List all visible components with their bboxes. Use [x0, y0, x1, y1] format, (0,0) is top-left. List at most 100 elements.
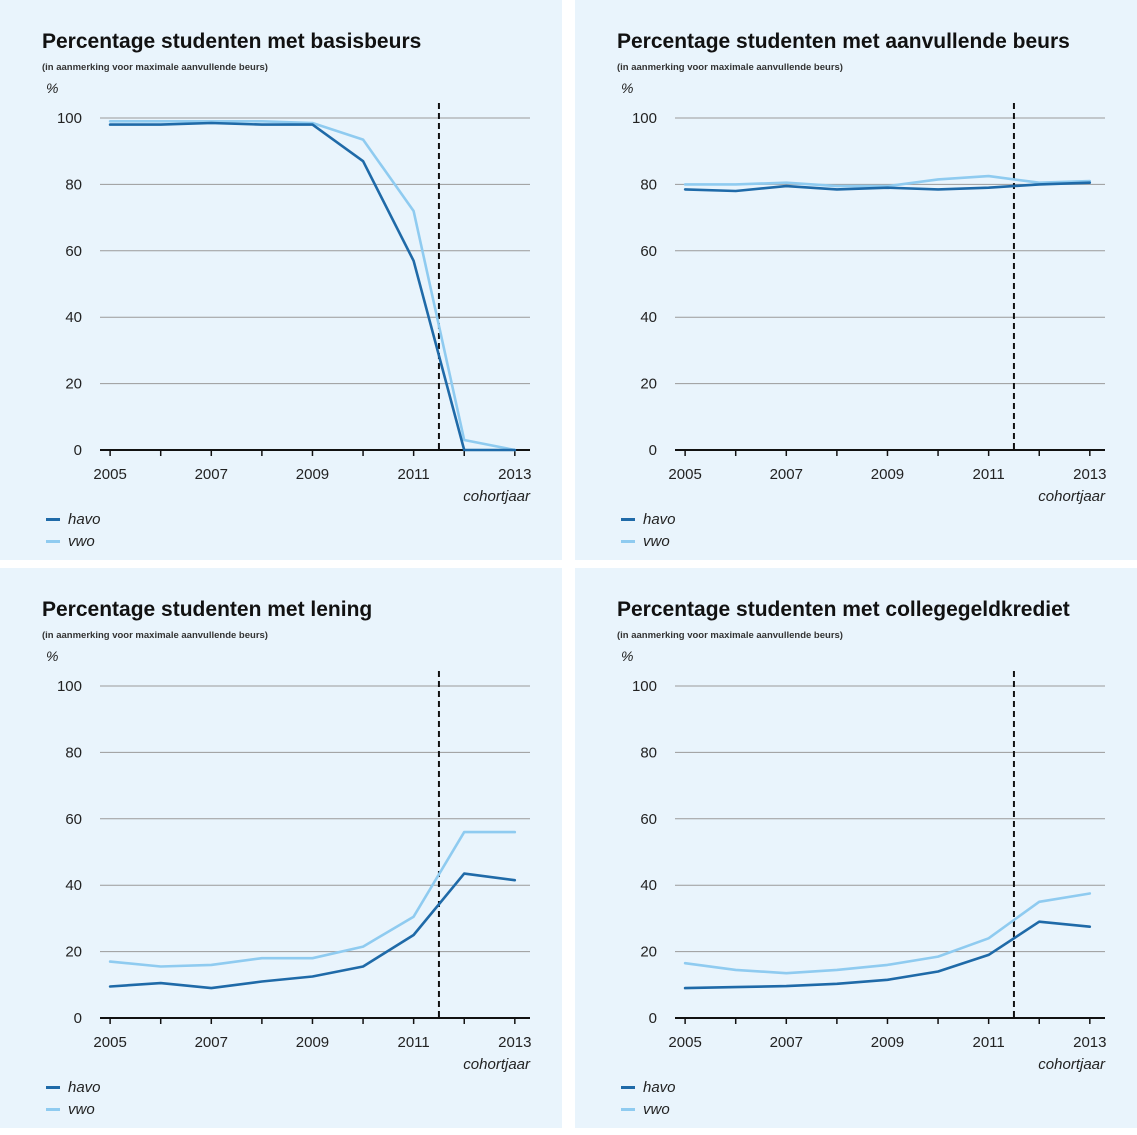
legend-item-havo: havo	[621, 1076, 676, 1098]
y-axis-unit: %	[46, 80, 58, 96]
y-tick-label: 60	[65, 811, 82, 828]
x-tick-label: 2009	[296, 466, 329, 483]
y-tick-label: 0	[74, 442, 82, 459]
x-tick-label: 2011	[398, 1034, 430, 1051]
x-axis-label: cohortjaar	[463, 1056, 531, 1073]
legend-label-havo: havo	[68, 1078, 101, 1096]
y-tick-label: 60	[640, 243, 657, 260]
line-chart: 0 20 40 60 80 100% 2005 2007 2009 2011 2013 cohortj…	[621, 80, 1107, 505]
y-tick-label: 80	[65, 744, 82, 761]
legend-item-vwo: vwo	[621, 1098, 676, 1120]
series-line-havo	[108, 121, 517, 452]
x-axis-label: cohortjaar	[463, 488, 531, 505]
legend-item-havo: havo	[46, 508, 101, 530]
x-tick-label: 2007	[195, 1034, 228, 1051]
legend-swatch-havo	[621, 1085, 635, 1089]
x-tick-label: 2007	[770, 466, 803, 483]
legend-swatch-vwo	[46, 539, 60, 543]
chart-title: Percentage studenten met aanvullende beu…	[617, 30, 1070, 53]
legend-swatch-havo	[46, 517, 60, 521]
chart-panel-basisbeurs: Percentage studenten met basisbeurs (in …	[0, 0, 562, 560]
y-tick-label: 0	[649, 1010, 657, 1027]
x-tick-label: 2007	[770, 1034, 803, 1051]
series-line-vwo	[108, 830, 517, 968]
legend-label-havo: havo	[643, 1078, 676, 1096]
chart-title: Percentage studenten met basisbeurs	[42, 30, 422, 53]
y-tick-label: 20	[65, 944, 82, 961]
line-chart: 0 20 40 60 80 100% 2005 2007 2009 2011 2013 cohortj…	[46, 648, 532, 1073]
y-tick-label: 100	[57, 110, 82, 127]
legend-label-havo: havo	[68, 510, 101, 528]
y-tick-label: 20	[640, 944, 657, 961]
legend: havo vwo	[46, 1076, 101, 1120]
legend-swatch-vwo	[621, 539, 635, 543]
x-tick-label: 2011	[398, 466, 430, 483]
y-axis-unit: %	[621, 80, 633, 96]
x-tick-label: 2013	[498, 1034, 531, 1051]
legend-swatch-havo	[621, 517, 635, 521]
legend-item-vwo: vwo	[46, 530, 101, 552]
chart-title: Percentage studenten met lening	[42, 598, 373, 621]
x-tick-label: 2005	[93, 466, 126, 483]
y-tick-label: 80	[640, 176, 657, 193]
y-tick-label: 20	[640, 376, 657, 393]
x-tick-label: 2005	[93, 1034, 126, 1051]
x-tick-label: 2013	[1073, 466, 1106, 483]
series-line-havo	[683, 920, 1092, 990]
y-tick-label: 100	[632, 110, 657, 127]
legend-item-vwo: vwo	[46, 1098, 101, 1120]
y-tick-label: 80	[65, 176, 82, 193]
x-axis-label: cohortjaar	[1038, 1056, 1106, 1073]
x-axis-label: cohortjaar	[1038, 488, 1106, 505]
x-tick-label: 2005	[668, 466, 701, 483]
x-tick-label: 2011	[973, 1034, 1005, 1051]
legend-label-vwo: vwo	[68, 1100, 95, 1118]
legend: havo vwo	[621, 1076, 676, 1120]
legend: havo vwo	[46, 508, 101, 552]
series-line-havo	[683, 181, 1092, 193]
y-tick-label: 20	[65, 376, 82, 393]
chart-subtitle: (in aanmerking voor maximale aanvullende…	[617, 62, 843, 73]
x-tick-label: 2005	[668, 1034, 701, 1051]
chart-panel-collegegeldkrediet: Percentage studenten met collegegeldkred…	[575, 568, 1137, 1128]
line-chart: 0 20 40 60 80 100% 2005 2007 2009 2011 2013 cohortj…	[621, 648, 1107, 1073]
chart-title: Percentage studenten met collegegeldkred…	[617, 598, 1070, 621]
x-tick-label: 2009	[296, 1034, 329, 1051]
legend-label-havo: havo	[643, 510, 676, 528]
x-tick-label: 2013	[1073, 1034, 1106, 1051]
y-tick-label: 60	[640, 811, 657, 828]
legend-item-havo: havo	[621, 508, 676, 530]
legend-label-vwo: vwo	[643, 1100, 670, 1118]
series-line-vwo	[683, 892, 1092, 975]
y-tick-label: 60	[65, 243, 82, 260]
chart-subtitle: (in aanmerking voor maximale aanvullende…	[617, 630, 843, 641]
chart-panel-aanvullende-beurs: Percentage studenten met aanvullende beu…	[575, 0, 1137, 560]
y-tick-label: 80	[640, 744, 657, 761]
series-line-vwo	[683, 174, 1092, 188]
y-tick-label: 40	[65, 309, 82, 326]
series-line-havo	[108, 872, 517, 990]
legend-item-vwo: vwo	[621, 530, 676, 552]
y-tick-label: 40	[640, 877, 657, 894]
legend: havo vwo	[621, 508, 676, 552]
x-tick-label: 2009	[871, 1034, 904, 1051]
y-tick-label: 0	[74, 1010, 82, 1027]
y-tick-label: 100	[632, 678, 657, 695]
legend-swatch-havo	[46, 1085, 60, 1089]
y-tick-label: 40	[65, 877, 82, 894]
line-chart: 0 20 40 60 80 100% 2005 2007 2009 2011 2013 cohortj…	[46, 80, 532, 505]
series-line-vwo	[108, 120, 517, 452]
x-tick-label: 2013	[498, 466, 531, 483]
x-tick-label: 2007	[195, 466, 228, 483]
x-tick-label: 2011	[973, 466, 1005, 483]
chart-panel-lening: Percentage studenten met lening (in aanm…	[0, 568, 562, 1128]
y-axis-unit: %	[621, 648, 633, 664]
y-tick-label: 100	[57, 678, 82, 695]
chart-subtitle: (in aanmerking voor maximale aanvullende…	[42, 630, 268, 641]
legend-swatch-vwo	[46, 1107, 60, 1111]
chart-subtitle: (in aanmerking voor maximale aanvullende…	[42, 62, 268, 73]
legend-item-havo: havo	[46, 1076, 101, 1098]
x-tick-label: 2009	[871, 466, 904, 483]
legend-swatch-vwo	[621, 1107, 635, 1111]
